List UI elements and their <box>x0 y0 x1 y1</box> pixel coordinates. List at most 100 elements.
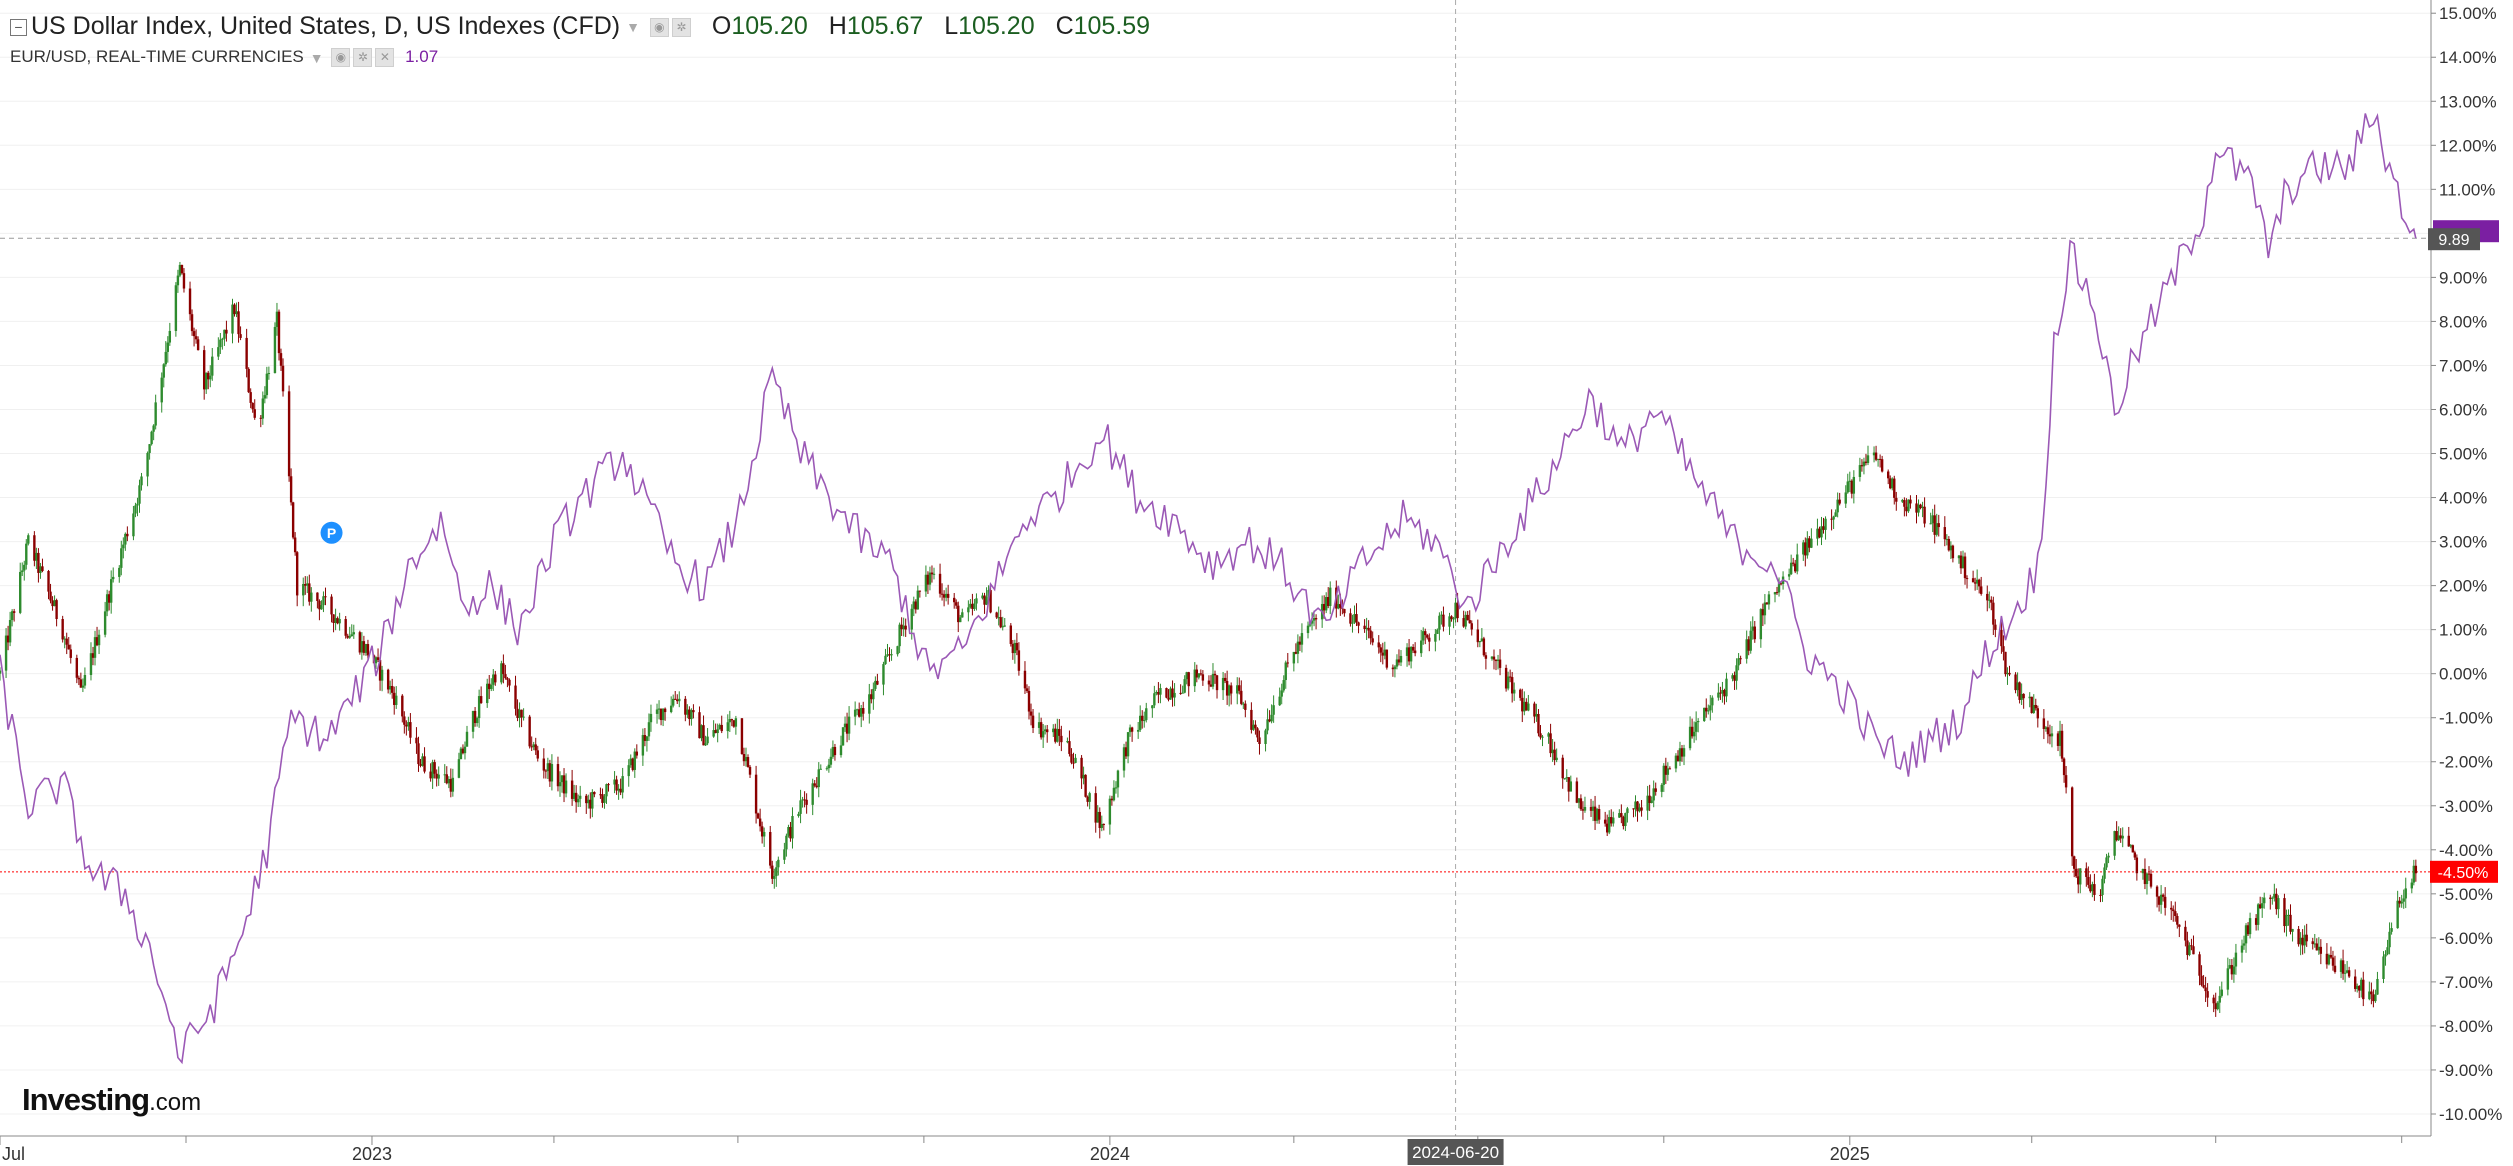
candle-body <box>981 595 984 599</box>
candle-body <box>364 644 368 653</box>
candle-body <box>1979 586 1983 594</box>
candle-body <box>178 264 182 276</box>
candle-body <box>572 792 576 799</box>
candle-body <box>152 425 155 432</box>
candle-body <box>1660 784 1663 792</box>
candle-body <box>924 574 928 592</box>
candle-body <box>1409 646 1413 662</box>
candle-body <box>83 674 87 686</box>
candle-body <box>61 619 64 640</box>
candle-body <box>542 758 546 771</box>
candle-body <box>1270 714 1273 722</box>
chevron-down-icon[interactable]: ▼ <box>626 19 640 36</box>
candle-body <box>532 744 535 748</box>
candle-body <box>2291 928 2294 932</box>
candle-body <box>1830 518 1833 520</box>
close-icon[interactable]: ✕ <box>375 48 395 68</box>
candle-body <box>1909 499 1912 504</box>
candle-body <box>1735 665 1738 681</box>
candle-body <box>2269 897 2272 899</box>
candle-body <box>1298 641 1302 645</box>
candle-body <box>2388 931 2391 948</box>
candle-body <box>2107 855 2110 858</box>
candle-body <box>1052 728 1055 733</box>
candle-body <box>1353 614 1356 623</box>
candle-body <box>2121 835 2124 839</box>
candle-body <box>1508 676 1512 678</box>
main-series-legend: − US Dollar Index, United States, D, US I… <box>10 12 1150 41</box>
gear-icon[interactable]: ✲ <box>353 48 373 68</box>
candle-body <box>1114 787 1118 789</box>
candle-body <box>2258 904 2262 909</box>
candle-body <box>655 709 659 714</box>
close-value: 105.59 <box>1073 12 1151 40</box>
visibility-icon[interactable]: ◉ <box>649 17 669 37</box>
candle-body <box>2192 946 2195 955</box>
candle-body <box>459 748 463 760</box>
candle-body <box>502 663 505 675</box>
candle-body <box>534 744 537 751</box>
candle-body <box>748 766 752 775</box>
candle-body <box>1876 458 1880 460</box>
candle-body <box>403 716 406 725</box>
candle-body <box>41 566 44 571</box>
candle-body <box>1636 801 1639 812</box>
candle-body <box>1921 506 1924 509</box>
candle-body <box>1238 685 1241 691</box>
y-tick-label: 12.00% <box>2439 136 2497 155</box>
candle-body <box>393 692 396 705</box>
candle-body <box>855 709 859 711</box>
y-tick-label: -1.00% <box>2439 709 2493 728</box>
candle-body <box>1209 684 1213 687</box>
gear-icon[interactable]: ✲ <box>671 17 691 37</box>
candle-body <box>2028 696 2031 699</box>
candle-body <box>2131 845 2135 853</box>
candle-body <box>2147 873 2151 875</box>
candle-body <box>1549 733 1552 754</box>
candle-body <box>21 570 24 572</box>
candle-body <box>1183 679 1186 693</box>
candle-body <box>1039 722 1043 738</box>
candle-body <box>1527 703 1530 711</box>
candle-body <box>1296 641 1300 654</box>
candle-body <box>967 607 970 613</box>
event-marker <box>320 521 343 544</box>
candle-body <box>2198 954 2201 976</box>
candle-body <box>1151 705 1154 709</box>
candle-body <box>2410 882 2414 889</box>
candle-body <box>1583 806 1587 811</box>
candle-body <box>1957 555 1961 559</box>
candle-body <box>1478 641 1482 643</box>
candle-body <box>289 476 293 503</box>
candle-body <box>33 535 36 561</box>
visibility-icon[interactable]: ◉ <box>331 48 351 68</box>
candle-body <box>225 329 228 334</box>
candle-body <box>2000 629 2003 647</box>
candle-body <box>975 598 978 604</box>
candle-body <box>89 653 93 675</box>
chevron-down-icon[interactable]: ▼ <box>309 49 324 66</box>
candle-body <box>2305 934 2308 942</box>
candle-body <box>2170 907 2173 910</box>
candle-body <box>1541 736 1544 738</box>
candle-body <box>281 365 285 392</box>
candle-body <box>1634 801 1637 810</box>
y-tick-label: 14.00% <box>2439 48 2497 67</box>
candle-body <box>1413 650 1417 654</box>
candle-body <box>2356 986 2359 989</box>
candle-body <box>1476 629 1480 643</box>
candle-body <box>1593 806 1597 821</box>
y-tick-label: 0.00% <box>2439 665 2487 684</box>
candle-body <box>1357 622 1360 626</box>
candle-body <box>884 655 887 665</box>
candle-body <box>1225 680 1229 696</box>
collapse-icon[interactable]: − <box>10 18 27 36</box>
candle-body <box>1666 768 1670 775</box>
candle-body <box>504 674 507 679</box>
candle-body <box>1100 823 1103 828</box>
candle-body <box>324 596 327 598</box>
candle-body <box>2339 960 2343 972</box>
candle-body <box>0 670 2 674</box>
y-tick-label: -2.00% <box>2439 753 2493 772</box>
